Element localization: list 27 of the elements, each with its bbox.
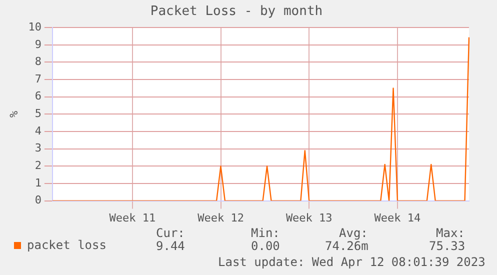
x-tick-label: Week 11 bbox=[109, 211, 156, 224]
x-tick-label: Week 12 bbox=[198, 211, 244, 224]
text: 9.44 bbox=[156, 239, 185, 253]
x-tick-label: Week 14 bbox=[374, 211, 422, 224]
text: 75.33 bbox=[429, 239, 466, 253]
y-tick-label: 9 bbox=[34, 38, 42, 51]
y-tick-label: 3 bbox=[34, 142, 42, 155]
x-tick-label: Week 13 bbox=[286, 211, 332, 224]
text: Avg: bbox=[339, 226, 368, 240]
legend-label: packet loss bbox=[26, 238, 106, 252]
chart-title: Packet Loss - by month bbox=[150, 4, 323, 20]
text: Max: bbox=[436, 226, 465, 240]
y-tick-label: 7 bbox=[34, 72, 42, 86]
text: Last update: Wed Apr 12 08:01:39 2023 bbox=[218, 255, 486, 269]
y-tick-label: 8 bbox=[34, 55, 42, 68]
text: Cur: bbox=[156, 226, 185, 240]
y-tick-label: 0 bbox=[34, 194, 42, 207]
y-tick-label: 1 bbox=[34, 176, 42, 190]
y-tick-label: 2 bbox=[34, 159, 42, 172]
text: Min: bbox=[251, 226, 280, 240]
y-axis-title: % bbox=[7, 110, 20, 118]
y-tick-label: 5 bbox=[34, 107, 42, 120]
text: 0.00 bbox=[251, 239, 280, 253]
y-tick-label: 6 bbox=[34, 90, 42, 103]
y-tick-label: 4 bbox=[34, 124, 42, 138]
text: 74.26m bbox=[325, 239, 368, 253]
y-tick-label: 10 bbox=[28, 20, 42, 34]
